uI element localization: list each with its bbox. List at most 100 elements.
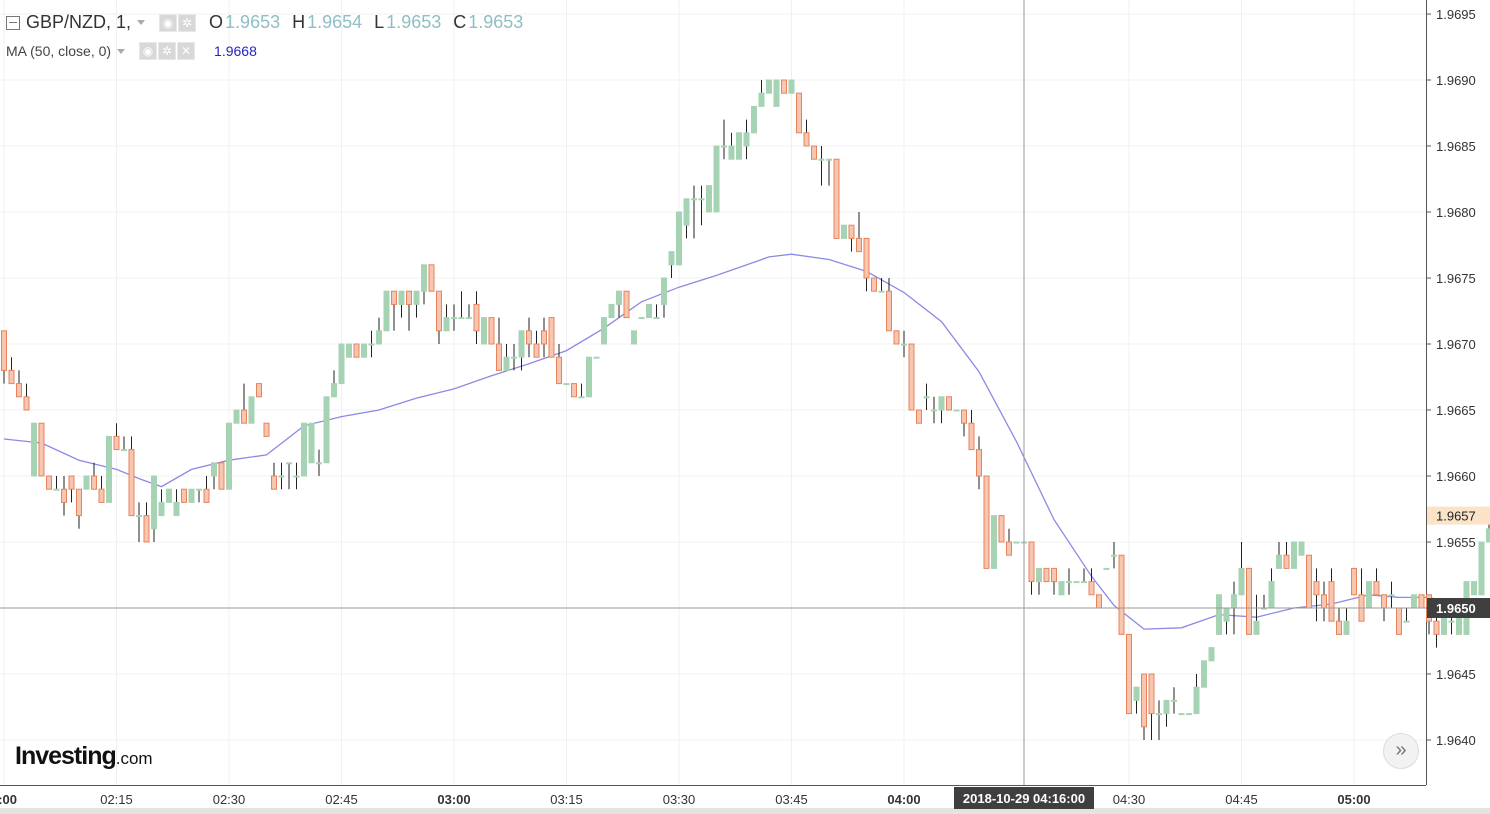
candle: [1403, 608, 1410, 623]
candle-body-up: [511, 356, 517, 359]
candle: [1126, 633, 1132, 715]
candle: [616, 290, 622, 318]
candle: [728, 132, 735, 160]
x-tick-label: 03:00: [437, 792, 470, 807]
candle: [803, 119, 810, 147]
candle: [248, 396, 255, 424]
candle: [481, 317, 487, 345]
candle: [8, 357, 15, 385]
symbol-label[interactable]: GBP/NZD, 1,: [26, 12, 132, 32]
candle-body-down: [1418, 594, 1425, 609]
candle-body-down: [353, 343, 360, 358]
candle: [736, 132, 742, 160]
candle: [976, 436, 982, 490]
x-tick-label: 04:00: [887, 792, 920, 807]
candle: [196, 488, 202, 503]
candle-body-up: [1066, 581, 1072, 584]
scroll-to-realtime-button[interactable]: »: [1383, 733, 1419, 769]
candle: [1336, 608, 1342, 635]
candle: [826, 158, 832, 186]
low-value: 1.9653: [386, 12, 442, 32]
candle: [901, 330, 907, 358]
candle-body-up: [151, 475, 157, 530]
collapse-icon[interactable]: [6, 15, 20, 30]
x-tick-label: 03:15: [550, 792, 583, 807]
candle: [608, 303, 615, 319]
candle: [421, 264, 427, 305]
candle-body-down: [1006, 541, 1012, 556]
candle: [76, 488, 82, 529]
ma-close-icon[interactable]: ✕: [177, 42, 196, 60]
candle-body-up: [458, 317, 465, 320]
candle-body-up: [1486, 528, 1490, 543]
candle: [1358, 568, 1365, 622]
candle-body-up: [1163, 699, 1170, 715]
candle-body-up: [1411, 594, 1417, 609]
candle: [878, 278, 885, 293]
candle-body-up: [196, 488, 202, 491]
ma-dropdown-icon[interactable]: [117, 48, 126, 54]
candle: [563, 383, 570, 386]
candle: [1283, 542, 1290, 569]
candle: [961, 409, 967, 437]
logo-sub-text: .com: [115, 749, 153, 768]
x-tick-label: 04:30: [1113, 792, 1146, 807]
candle-body-up: [1081, 581, 1087, 584]
ma-eye-icon[interactable]: ◉: [139, 42, 158, 60]
ma-label[interactable]: MA (50, close, 0): [6, 43, 112, 59]
candle: [233, 409, 240, 424]
candle: [526, 317, 532, 358]
candle-body-up: [1156, 713, 1162, 716]
candle-body-down: [863, 237, 870, 279]
candle-body-up: [1013, 541, 1020, 544]
candle: [766, 79, 772, 94]
candle: [301, 422, 307, 477]
candle: [353, 343, 360, 358]
candle-body-down: [68, 475, 75, 490]
candle: [436, 290, 442, 344]
candle-body-down: [488, 317, 495, 345]
candle-body-up: [938, 396, 945, 411]
candle: [1171, 687, 1177, 714]
symbol-dropdown-icon[interactable]: [137, 20, 146, 25]
y-tick-label: 1.9680: [1436, 205, 1476, 220]
candle: [496, 317, 502, 371]
candle-body-up: [248, 396, 255, 424]
y-tick-label: 1.9660: [1436, 469, 1476, 484]
candle: [623, 290, 630, 319]
candle-body-up: [226, 422, 232, 490]
candle: [908, 343, 915, 411]
candle-body-up: [923, 396, 930, 399]
ma-gear-icon[interactable]: ✲: [158, 42, 177, 60]
candle-body-up: [83, 475, 90, 490]
candle: [1373, 568, 1380, 596]
candle-body-down: [833, 158, 840, 239]
candle: [1141, 673, 1147, 740]
candle: [713, 145, 720, 213]
candle: [541, 317, 547, 358]
candle-body-down: [1141, 673, 1147, 728]
candle: [376, 317, 382, 345]
candle-body-up: [1058, 581, 1065, 596]
candle-body-up: [1388, 594, 1395, 597]
candle: [53, 476, 60, 491]
eye-icon[interactable]: ◉: [159, 13, 178, 32]
candle-body-down: [241, 409, 247, 424]
candle-body-up: [766, 79, 772, 94]
candle: [1103, 567, 1110, 570]
candle: [1, 330, 7, 384]
y-tick-label: 1.9665: [1436, 403, 1476, 418]
candle-body-up: [586, 356, 592, 398]
candle: [241, 383, 247, 424]
candle: [1223, 607, 1230, 635]
candle: [946, 396, 952, 411]
candle-body-up: [1201, 660, 1207, 688]
candle-body-up: [1216, 594, 1222, 635]
candle-body-down: [946, 396, 952, 411]
close-value: 1.9653: [468, 12, 524, 32]
gear-icon[interactable]: ✲: [178, 13, 197, 32]
candle-body-up: [1298, 541, 1305, 556]
candle: [278, 462, 285, 490]
candle-body-down: [856, 237, 862, 253]
